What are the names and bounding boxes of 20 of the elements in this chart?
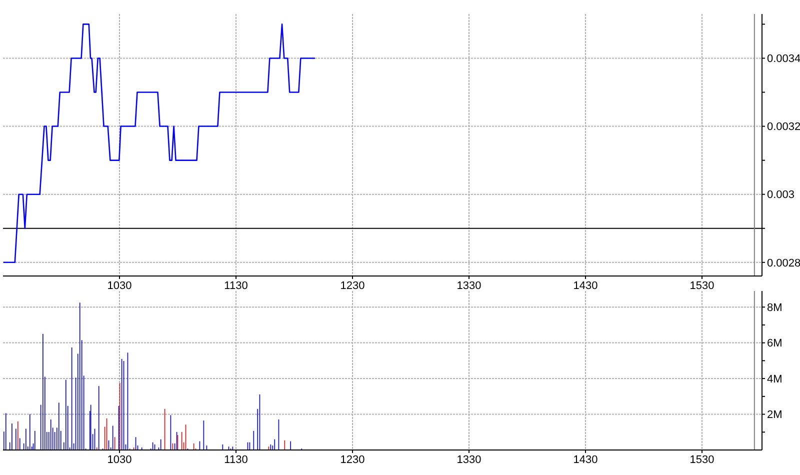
y-tick-label: 4M [767, 373, 782, 386]
x-tick-label: 1430 [573, 454, 598, 466]
x-tick-label: 1030 [107, 454, 132, 466]
y-tick-label: 0.0032 [767, 121, 800, 134]
x-tick-label: 1130 [224, 454, 248, 466]
y-tick-label: 0.0034 [767, 53, 800, 66]
y-tick-label: 0.003 [767, 189, 795, 202]
x-tick-label: 1230 [340, 454, 365, 466]
x-tick-label: 1530 [690, 280, 714, 292]
x-tick-label: 1030 [107, 280, 132, 292]
x-tick-label: 1330 [456, 280, 482, 292]
x-tick-label: 1130 [224, 280, 248, 292]
x-tick-label: 1330 [456, 454, 482, 466]
y-tick-label: 2M [767, 409, 782, 422]
y-tick-label: 0.0028 [767, 257, 800, 270]
x-tick-label: 1230 [340, 280, 365, 292]
y-tick-label: 8M [767, 302, 782, 314]
y-tick-label: 6M [767, 338, 782, 350]
x-tick-label: 1430 [573, 280, 598, 292]
x-tick-label: 1530 [690, 454, 714, 466]
